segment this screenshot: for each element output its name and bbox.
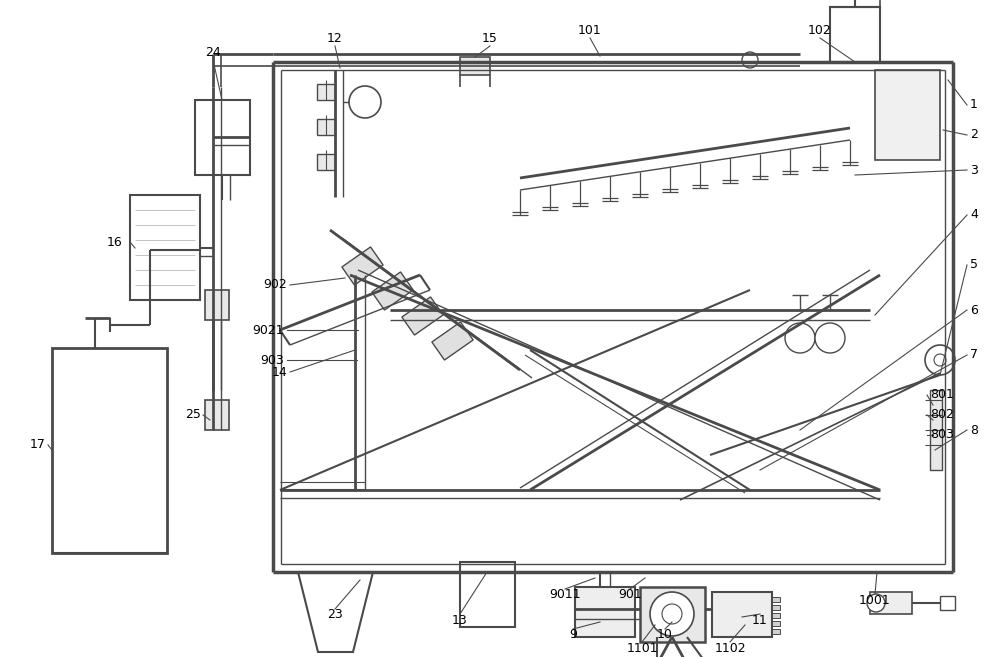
Circle shape	[867, 594, 885, 612]
Text: 5: 5	[970, 258, 978, 271]
Text: 10: 10	[657, 629, 673, 641]
Circle shape	[349, 86, 381, 118]
Text: 11: 11	[752, 614, 768, 627]
Bar	[712, 592, 772, 637]
Text: 9: 9	[569, 629, 577, 641]
Text: 9011: 9011	[549, 589, 581, 602]
Text: 802: 802	[930, 409, 954, 422]
Text: 1102: 1102	[714, 641, 746, 654]
Text: 24: 24	[205, 45, 221, 58]
Bar	[870, 592, 912, 614]
Text: 903: 903	[260, 353, 284, 367]
Text: 803: 803	[930, 428, 954, 442]
Text: 7: 7	[970, 348, 978, 361]
Bar	[575, 587, 635, 637]
Text: 1101: 1101	[626, 641, 658, 654]
Circle shape	[650, 592, 694, 636]
Bar	[940, 596, 955, 610]
Bar	[195, 100, 250, 175]
Bar	[205, 400, 229, 430]
Bar	[402, 297, 443, 335]
Circle shape	[934, 354, 946, 366]
Text: 6: 6	[970, 304, 978, 317]
Text: 25: 25	[185, 409, 201, 422]
Text: 23: 23	[327, 608, 343, 622]
Bar	[640, 587, 705, 642]
Bar	[317, 119, 335, 135]
Bar	[372, 272, 413, 310]
Circle shape	[815, 323, 845, 353]
Bar	[772, 605, 780, 610]
Text: 4: 4	[970, 208, 978, 221]
Bar	[130, 195, 200, 300]
Bar	[930, 390, 942, 470]
Text: 9021: 9021	[252, 323, 284, 336]
Bar	[772, 597, 780, 602]
Text: 13: 13	[452, 614, 468, 627]
Text: 102: 102	[808, 24, 832, 37]
Circle shape	[785, 323, 815, 353]
Text: 101: 101	[578, 24, 602, 37]
Text: 1: 1	[970, 99, 978, 112]
Text: 3: 3	[970, 164, 978, 177]
Polygon shape	[298, 572, 373, 652]
Text: 17: 17	[30, 438, 46, 451]
Circle shape	[925, 345, 955, 375]
Text: 12: 12	[327, 32, 343, 45]
Bar	[52, 348, 167, 553]
Text: 16: 16	[107, 235, 123, 248]
Bar	[342, 247, 383, 285]
Text: 2: 2	[970, 129, 978, 141]
Text: 14: 14	[271, 365, 287, 378]
Bar	[772, 621, 780, 626]
Bar	[772, 629, 780, 634]
Bar	[460, 562, 515, 627]
Text: 902: 902	[263, 279, 287, 292]
Bar	[830, 7, 880, 62]
Circle shape	[742, 52, 758, 68]
Text: 8: 8	[970, 424, 978, 436]
Bar	[317, 84, 335, 100]
Circle shape	[662, 604, 682, 624]
Bar	[205, 290, 229, 320]
Text: 801: 801	[930, 388, 954, 401]
Bar	[772, 613, 780, 618]
Text: 15: 15	[482, 32, 498, 45]
Text: 901: 901	[618, 589, 642, 602]
Bar	[460, 57, 490, 75]
Bar	[317, 154, 335, 170]
Bar	[432, 322, 473, 360]
Text: 1001: 1001	[859, 593, 891, 606]
Bar	[875, 70, 940, 160]
